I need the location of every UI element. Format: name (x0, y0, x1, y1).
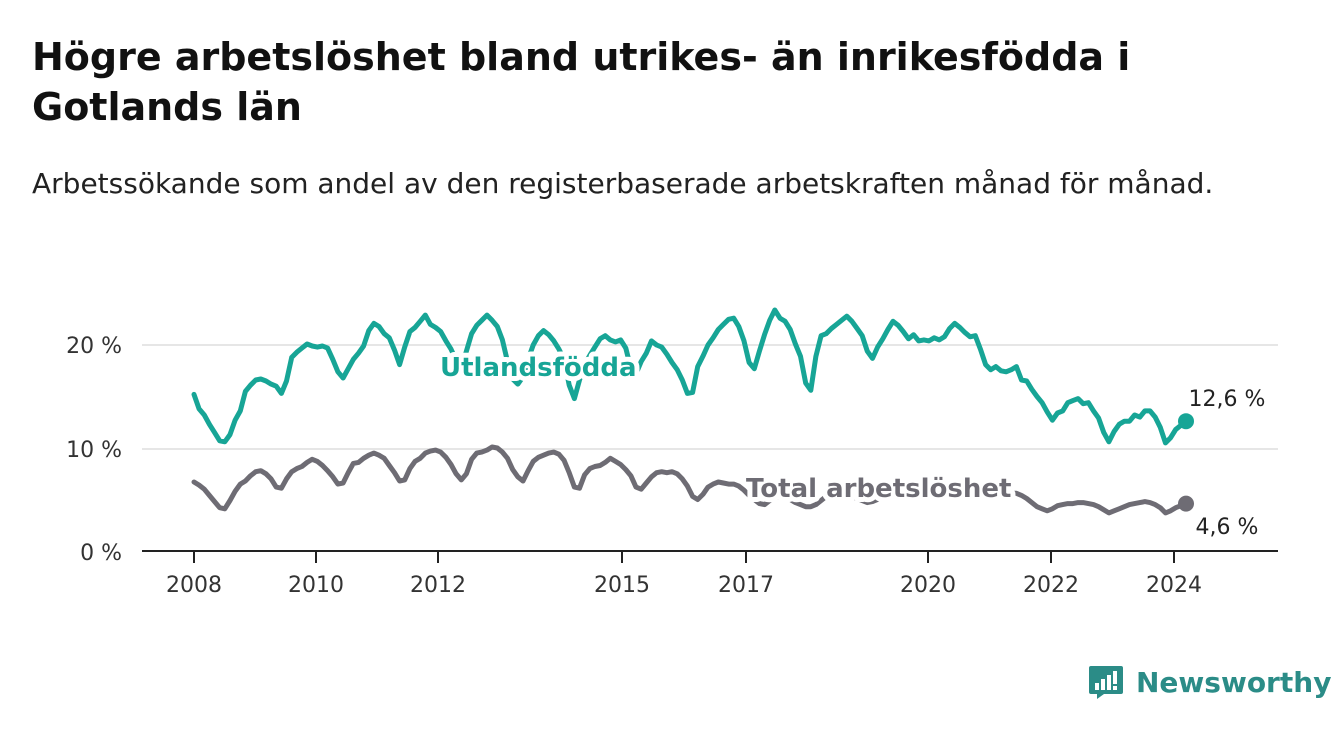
x-tick-label: 2008 (166, 573, 222, 598)
x-tick-label: 2010 (288, 573, 344, 598)
x-tick-label: 2012 (410, 573, 466, 598)
chart-title: Högre arbetslöshet bland utrikes- än inr… (32, 35, 1131, 129)
x-tick-label: 2015 (594, 573, 650, 598)
x-tick-label: 2024 (1146, 573, 1202, 598)
x-tick-label: 2022 (1023, 573, 1079, 598)
brand-logo[interactable]: Newsworthy (1088, 660, 1331, 704)
series-end-point-utlandsfodda (1178, 413, 1194, 430)
y-tick-labels: 20 % 10 % 0 % (66, 334, 122, 566)
brand-name: Newsworthy (1136, 665, 1332, 699)
grid-lines (142, 344, 1278, 450)
end-value-label-total: 4,6 % (1196, 515, 1259, 540)
bar-chart-speech-icon (1089, 666, 1123, 699)
series-label-total: Total arbetslöshet (746, 474, 1011, 504)
series-end-point-total (1178, 495, 1194, 512)
end-value-label-utlandsfodda: 12,6 % (1189, 387, 1266, 412)
chart-subtitle: Arbetssökande som andel av den registerb… (32, 167, 1214, 200)
series-line-utlandsfodda (191, 307, 1189, 446)
series-label-utlandsfodda: Utlandsfödda (440, 353, 637, 383)
x-tick-labels: 2008 2010 2012 2015 2017 2020 2022 2024 (166, 573, 1202, 598)
y-tick-label: 10 % (66, 438, 122, 463)
total-series (191, 444, 1194, 516)
y-tick-label: 0 % (80, 541, 122, 566)
x-ticks (193, 551, 1175, 563)
y-tick-label: 20 % (66, 334, 122, 359)
series-line-total (191, 444, 1189, 516)
utlandsfodda-series (191, 307, 1194, 446)
x-tick-label: 2017 (718, 573, 774, 598)
x-tick-label: 2020 (900, 573, 956, 598)
